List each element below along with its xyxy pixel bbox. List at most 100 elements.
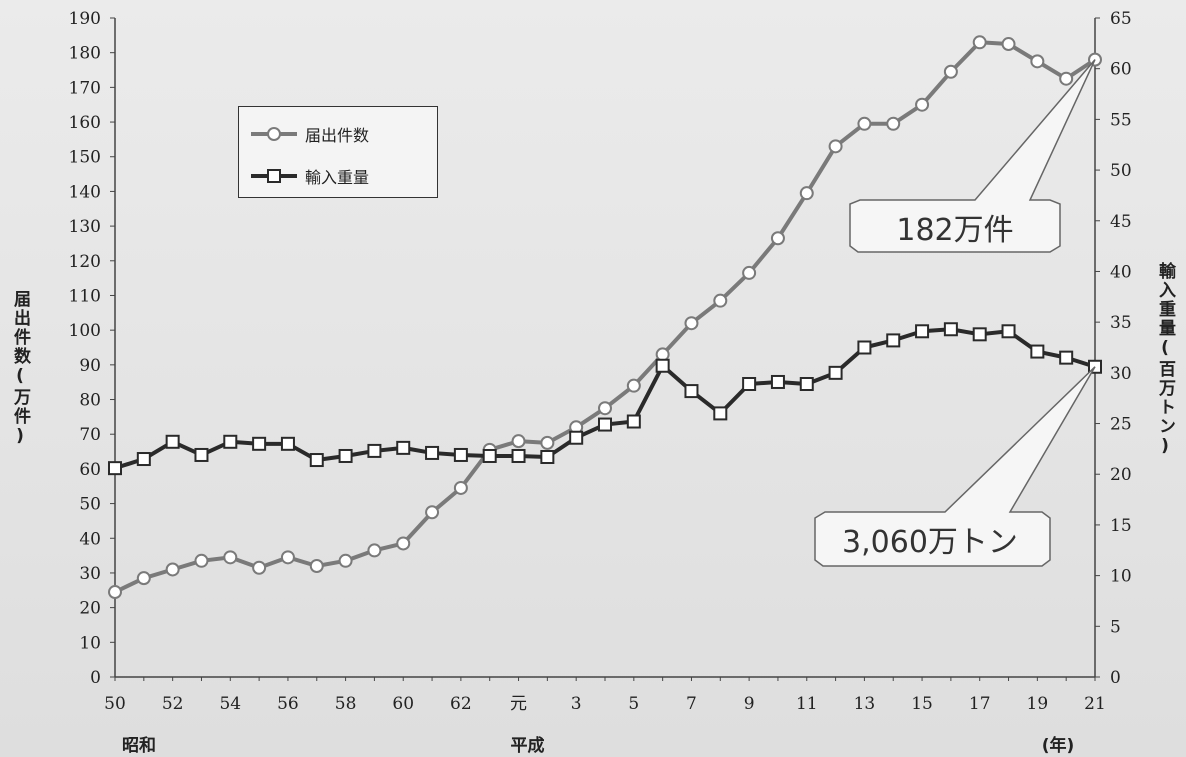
filings-data-point: [309, 559, 324, 574]
filings-data-point: [280, 550, 295, 565]
filings-data-point: [252, 560, 267, 575]
y-right-tick-label: 40: [1110, 262, 1132, 282]
weight-data-point: [511, 448, 526, 463]
legend-item-weight: 輸入重量: [249, 163, 369, 189]
y-left-tick-label: 10: [79, 633, 101, 653]
weight-data-point: [684, 384, 699, 399]
filings-data-point: [742, 265, 757, 280]
weight-data-point: [367, 443, 382, 458]
y-left-tick-label: 100: [69, 321, 101, 341]
chart-axes: 0102030405060708090100110120130140150160…: [69, 9, 1132, 756]
weight-data-point: [252, 436, 267, 451]
filings-data-point: [1001, 37, 1016, 52]
y-left-tick-label: 80: [79, 391, 101, 411]
weight-data-point: [770, 374, 785, 389]
x-tick-label: 13: [854, 694, 876, 714]
y-right-tick-label: 20: [1110, 465, 1132, 485]
y-left-tick-label: 20: [79, 599, 101, 619]
y-left-tick-label: 140: [69, 182, 101, 202]
weight-data-point: [136, 452, 151, 467]
x-tick-label: 元: [510, 694, 527, 714]
x-tick-label: 52: [162, 694, 184, 714]
weight-data-point: [280, 436, 295, 451]
weight-data-point: [482, 448, 497, 463]
x-tick-label: 56: [277, 694, 299, 714]
y-left-tick-label: 50: [79, 495, 101, 515]
y-right-tick-label: 5: [1110, 617, 1121, 637]
filings-data-point: [886, 116, 901, 131]
series-markers: [108, 35, 1102, 600]
y-left-tick-label: 90: [79, 356, 101, 376]
filings-data-point: [194, 553, 209, 568]
y-left-tick-label: 130: [69, 217, 101, 237]
x-tick-label: 11: [796, 694, 818, 714]
x-tick-label: 21: [1084, 694, 1106, 714]
weight-data-point: [425, 445, 440, 460]
filings-data-point: [857, 116, 872, 131]
filings-data-point: [799, 186, 814, 201]
weight-data-point: [1030, 344, 1045, 359]
weight-data-point: [799, 376, 814, 391]
weight-data-point: [223, 434, 238, 449]
y-right-tick-label: 35: [1110, 313, 1132, 333]
weight-data-point: [828, 365, 843, 380]
legend-item-filings: 届出件数: [249, 121, 369, 147]
callout-box-filings: [849, 59, 1096, 253]
y-axis-left-label: 届出件数(万件): [10, 290, 30, 448]
x-tick-label: 17: [969, 694, 991, 714]
y-left-tick-label: 160: [69, 113, 101, 133]
weight-data-point: [943, 322, 958, 337]
legend-circle-marker-icon: [251, 127, 297, 141]
x-tick-label: 5: [628, 694, 639, 714]
y-left-tick-label: 30: [79, 564, 101, 584]
weight-data-point: [1001, 324, 1016, 339]
legend-label-weight: 輸入重量: [305, 168, 370, 187]
weight-data-point: [972, 327, 987, 342]
filings-data-point: [915, 97, 930, 112]
legend: 届出件数 輸入重量: [238, 106, 438, 198]
y-left-tick-label: 60: [79, 460, 101, 480]
x-tick-label: 19: [1027, 694, 1049, 714]
filings-data-point: [598, 401, 612, 416]
weight-data-point: [742, 376, 757, 391]
weight-data-point: [655, 358, 670, 373]
y-right-tick-label: 50: [1110, 161, 1132, 181]
weight-data-point: [540, 449, 555, 464]
era-label-showa: 昭和: [122, 736, 156, 756]
y-left-tick-label: 170: [69, 78, 101, 98]
callouts: 182万件 3,060万トン: [814, 59, 1096, 567]
filings-data-point: [770, 231, 785, 246]
weight-data-point: [165, 434, 180, 449]
filings-data-point: [540, 435, 555, 450]
filings-data-point: [684, 316, 699, 331]
era-label-heisei: 平成: [511, 735, 545, 756]
weight-data-point: [915, 324, 930, 339]
filings-data-point: [367, 543, 382, 558]
x-tick-label: 60: [392, 694, 414, 714]
y-left-tick-label: 180: [69, 44, 101, 64]
weight-data-point: [886, 333, 901, 348]
filings-data-point: [828, 139, 843, 154]
y-right-tick-label: 55: [1110, 110, 1132, 130]
weight-data-point: [598, 417, 612, 432]
y-left-tick-label: 150: [69, 148, 101, 168]
filings-data-point: [425, 505, 440, 520]
weight-data-point: [309, 453, 324, 468]
weight-data-point: [626, 414, 641, 429]
y-right-tick-label: 15: [1110, 516, 1132, 536]
weight-data-point: [453, 447, 468, 462]
filings-data-point: [396, 536, 411, 551]
y-right-tick-label: 30: [1110, 364, 1132, 384]
y-left-tick-label: 110: [69, 286, 101, 306]
y-right-tick-label: 10: [1110, 567, 1132, 587]
callout-text-weight: 3,060万トン: [842, 525, 1018, 560]
weight-data-point: [857, 340, 872, 355]
x-tick-label: 3: [571, 694, 582, 714]
filings-data-point: [972, 35, 987, 50]
legend-label-filings: 届出件数: [305, 126, 370, 145]
filings-data-point: [655, 347, 670, 362]
weight-data-point: [1059, 350, 1074, 365]
callout-text-filings: 182万件: [896, 213, 1013, 248]
